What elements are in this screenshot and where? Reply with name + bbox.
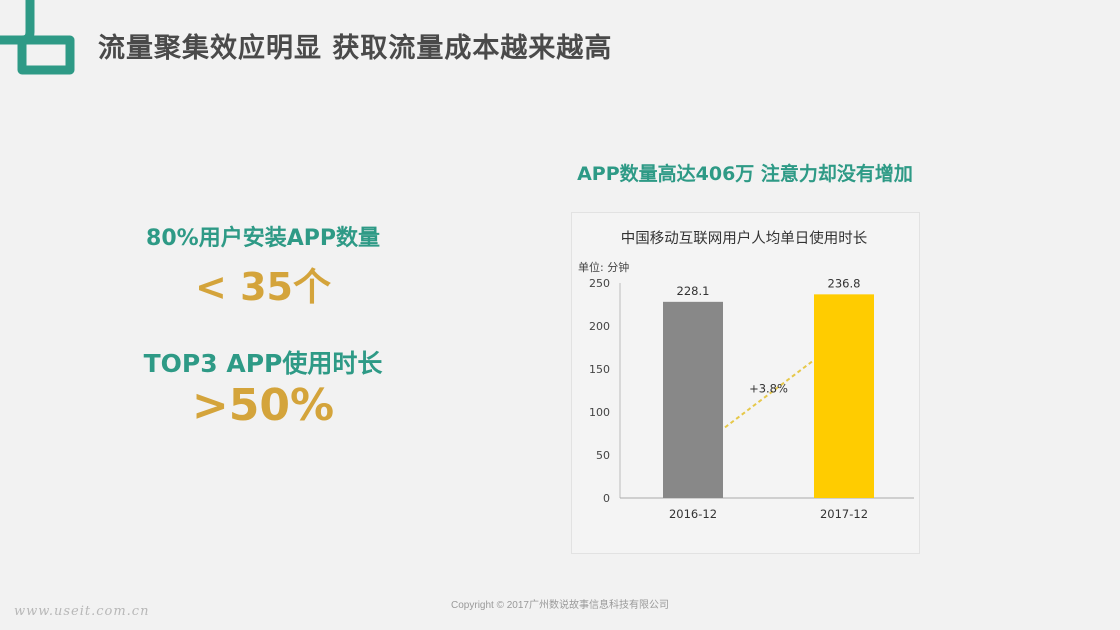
y-tick-label: 50: [596, 449, 610, 462]
chart-heading: APP数量高达406万 注意力却没有增加: [577, 163, 913, 185]
brand-logo: [0, 0, 75, 75]
stat-label: 80%用户安装APP数量: [146, 226, 380, 251]
x-tick-label: 2016-12: [669, 507, 717, 521]
y-tick-label: 0: [603, 492, 610, 505]
stat-label: TOP3 APP使用时长: [143, 349, 383, 378]
stat-app-install-count: 80%用户安装APP数量 < 35个: [118, 220, 408, 311]
stat-top3-usage-share: TOP3 APP使用时长 >50%: [118, 344, 408, 431]
bar-value-label: 236.8: [828, 276, 861, 290]
y-tick-label: 200: [589, 320, 610, 333]
stat-value: < 35个: [195, 265, 331, 309]
y-axis-unit-label: 单位: 分钟: [578, 260, 629, 274]
bar-2016-12: [663, 301, 723, 498]
chart-title: 中国移动互联网用户人均单日使用时长: [621, 230, 868, 247]
x-tick-label: 2017-12: [820, 507, 868, 521]
usage-time-chart: 中国移动互联网用户人均单日使用时长 单位: 分钟 0 50 100 150 200 250…: [578, 230, 914, 521]
stat-value: >50%: [191, 380, 335, 431]
growth-label: +3.8%: [749, 381, 788, 395]
watermark-text: www.useit.com.cn: [14, 604, 150, 619]
slide-title: 流量聚集效应明显 获取流量成本越来越高: [98, 33, 613, 64]
y-tick-label: 250: [589, 277, 610, 290]
copyright-text: Copyright © 2017广州数说故事信息科技有限公司: [451, 600, 669, 611]
y-tick-label: 150: [589, 363, 610, 376]
bar-2017-12: [814, 294, 874, 498]
chart-frame: 中国移动互联网用户人均单日使用时长 单位: 分钟 0 50 100 150 200 250…: [571, 212, 920, 554]
y-tick-label: 100: [589, 406, 610, 419]
bar-value-label: 228.1: [677, 284, 710, 298]
